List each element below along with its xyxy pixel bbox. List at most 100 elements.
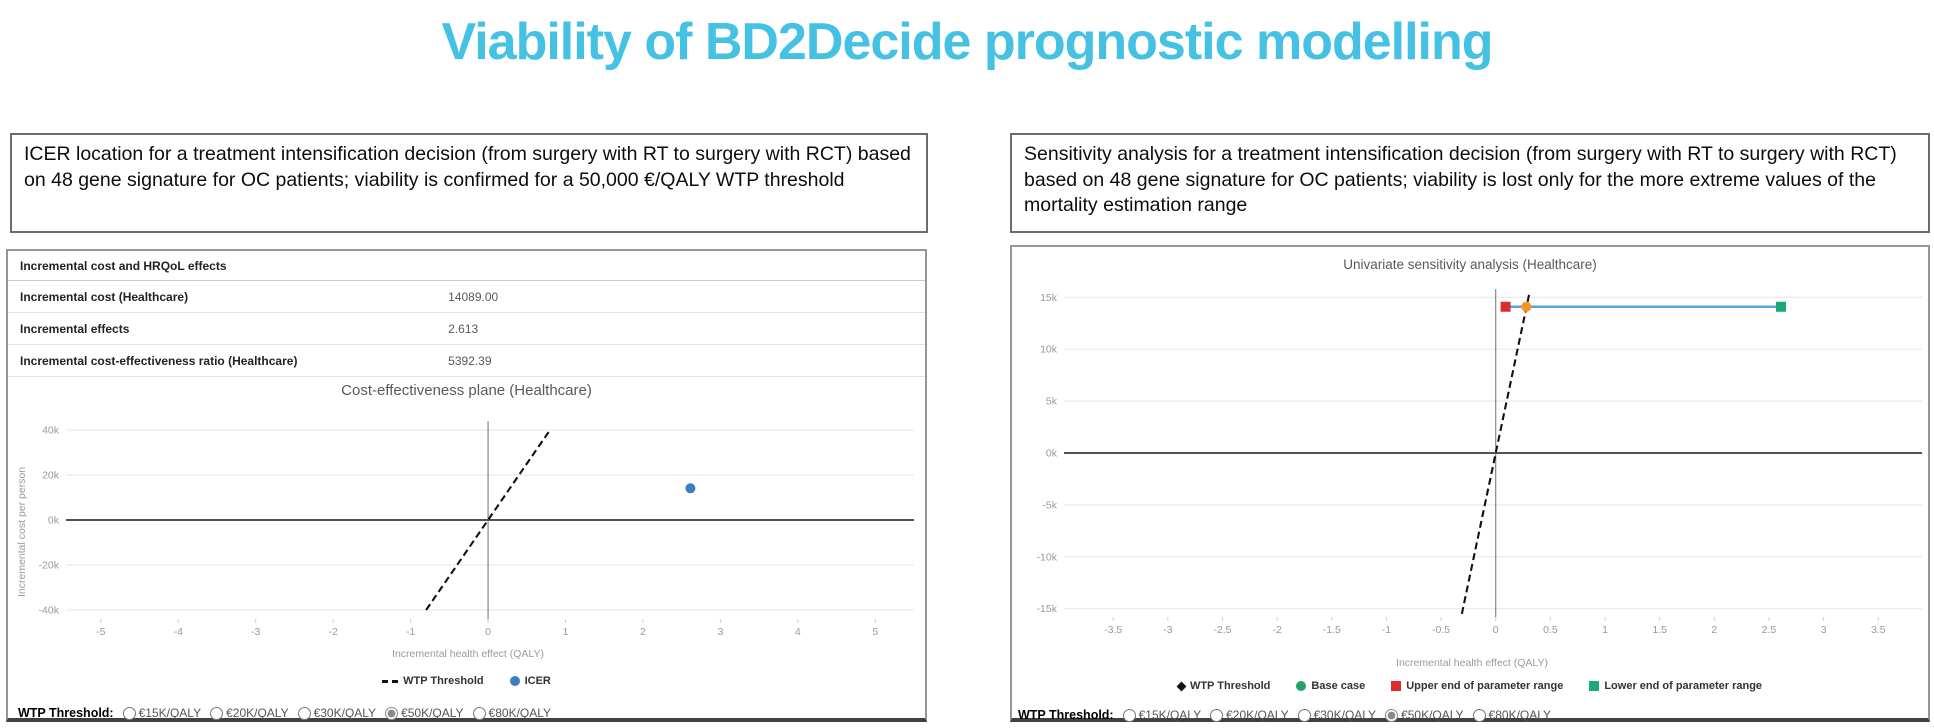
svg-text:4: 4 [795, 626, 801, 638]
base-case-marker[interactable] [1521, 301, 1532, 312]
svg-text:3.5: 3.5 [1871, 624, 1886, 636]
svg-text:0: 0 [1493, 624, 1499, 636]
svg-text:1: 1 [563, 626, 569, 638]
wtp-option-30k[interactable]: €30K/QALY [1297, 708, 1377, 722]
wtp-option-15k[interactable]: €15K/QALY [122, 706, 202, 720]
svg-text:-2: -2 [1272, 624, 1281, 636]
table-row: Incremental cost (Healthcare) 14089.00 [8, 281, 925, 313]
svg-text:-20k: -20k [39, 560, 60, 572]
wtp-option-30k[interactable]: €30K/QALY [297, 706, 377, 720]
wtp-option-label: €50K/QALY [1401, 708, 1464, 722]
svg-text:1.5: 1.5 [1652, 624, 1667, 636]
legend-label: ICER [524, 675, 551, 687]
circle-icon [1296, 681, 1307, 691]
legend-item[interactable]: ICER [509, 675, 551, 687]
legend-label: WTP Threshold [403, 675, 484, 687]
svg-text:2: 2 [640, 626, 646, 638]
svg-text:0k: 0k [1046, 448, 1058, 460]
svg-text:-15k: -15k [1037, 603, 1058, 615]
page-title: Viability of BD2Decide prognostic modell… [441, 13, 1493, 71]
wtp-threshold-label: WTP Threshold: [18, 706, 114, 720]
wtp-option-label: €30K/QALY [313, 706, 377, 720]
svg-text:10k: 10k [1040, 344, 1058, 356]
svg-text:-1: -1 [406, 626, 415, 638]
wtp-radio[interactable] [210, 706, 224, 720]
svg-text:3: 3 [1821, 624, 1827, 636]
wtp-option-label: €15K/QALY [138, 706, 202, 720]
wtp-option-15k[interactable]: €15K/QALY [1122, 708, 1202, 722]
svg-text:0k: 0k [48, 515, 60, 527]
wtp-option-label: €80K/QALY [1488, 708, 1552, 722]
svg-text:20k: 20k [42, 470, 60, 482]
wtp-threshold-selector: WTP Threshold: €15K/QALY €20K/QALY €30K/QA… [18, 706, 551, 720]
wtp-option-20k[interactable]: €20K/QALY [210, 706, 289, 720]
table-header: Incremental cost and HRQoL effects [8, 251, 925, 281]
wtp-option-label: €20K/QALY [1226, 708, 1289, 722]
left-caption: ICER location for a treatment intensific… [10, 133, 928, 233]
x-axis-label: Incremental health effect (QALY) [1396, 657, 1548, 669]
svg-text:-2: -2 [329, 626, 338, 638]
legend-item[interactable]: Upper end of parameter range [1391, 680, 1563, 692]
svg-text:0.5: 0.5 [1543, 624, 1558, 636]
svg-text:5k: 5k [1046, 396, 1058, 408]
wtp-option-label: €80K/QALY [488, 706, 552, 720]
dash-icon [382, 679, 399, 683]
chart-legend: WTP Threshold ICER [8, 675, 925, 687]
cost-effectiveness-chart[interactable]: -40k -20k 0k 20k 40k -5 -4 -3 -2 -1 0 1 2 3 4 5 [14, 409, 922, 661]
svg-text:3: 3 [717, 626, 723, 638]
svg-text:-3: -3 [251, 626, 260, 638]
svg-text:15k: 15k [1040, 292, 1058, 304]
sensitivity-panel: Univariate sensitivity analysis (Healthc… [1010, 245, 1930, 722]
ICER-marker[interactable] [685, 483, 696, 494]
svg-text:-4: -4 [174, 626, 183, 638]
row-label: Incremental cost (Healthcare) [20, 290, 189, 304]
x-axis-label: Incremental health effect (QALY) [392, 648, 544, 660]
wtp-option-80k[interactable]: €80K/QALY [1472, 708, 1552, 722]
sensitivity-chart[interactable]: -15k -10k -5k 0k 5k 10k 15k -3.5 -3 -2.5 -2 -1.5 -1 -… [1016, 279, 1928, 651]
right-caption: Sensitivity analysis for a treatment int… [1010, 133, 1930, 233]
svg-text:-0.5: -0.5 [1432, 624, 1450, 636]
wtp-option-50k[interactable]: €50K/QALY [1385, 708, 1464, 722]
wtp-option-label: €15K/QALY [1138, 708, 1202, 722]
row-label: Incremental effects [20, 322, 130, 336]
wtp-radio[interactable] [1297, 708, 1311, 722]
svg-text:-2.5: -2.5 [1213, 624, 1231, 636]
table-row: Incremental cost-effectiveness ratio (He… [8, 345, 925, 377]
diamond-icon [1176, 681, 1187, 691]
svg-text:-3.5: -3.5 [1104, 624, 1122, 636]
legend-item[interactable]: Lower end of parameter range [1589, 680, 1762, 692]
wtp-radio[interactable] [385, 706, 399, 720]
wtp-option-80k[interactable]: €80K/QALY [472, 706, 552, 720]
upper-end-of-parameter-range-marker[interactable] [1500, 301, 1511, 312]
wtp-radio[interactable] [1210, 708, 1224, 722]
legend-item[interactable]: WTP Threshold [382, 675, 484, 687]
svg-text:-40k: -40k [39, 605, 60, 617]
svg-text:40k: 40k [42, 425, 60, 437]
wtp-threshold-selector: WTP Threshold: €15K/QALY €20K/QALY €30K/QA… [1018, 708, 1551, 722]
svg-text:-1.5: -1.5 [1323, 624, 1341, 636]
wtp-radio[interactable] [122, 706, 136, 720]
wtp-radio[interactable] [472, 706, 486, 720]
row-value: 14089.00 [448, 290, 499, 304]
legend-item[interactable]: WTP Threshold [1176, 680, 1270, 692]
wtp-option-label: €30K/QALY [1313, 708, 1377, 722]
wtp-radio[interactable] [1472, 708, 1486, 722]
table-row: Incremental effects 2.613 [8, 313, 925, 345]
wtp-option-20k[interactable]: €20K/QALY [1210, 708, 1289, 722]
svg-text:5: 5 [872, 626, 878, 638]
legend-item[interactable]: Base case [1296, 680, 1365, 692]
wtp-radio[interactable] [1122, 708, 1136, 722]
wtp-radio[interactable] [297, 706, 311, 720]
legend-label: Lower end of parameter range [1604, 680, 1763, 692]
icer-panel: Incremental cost and HRQoL effects Incre… [6, 249, 927, 722]
chart-title: Univariate sensitivity analysis (Healthc… [1343, 257, 1597, 272]
svg-text:-1: -1 [1382, 624, 1391, 636]
wtp-option-50k[interactable]: €50K/QALY [385, 706, 464, 720]
lower-end-of-parameter-range-marker[interactable] [1776, 301, 1787, 312]
legend-label: Upper end of parameter range [1406, 680, 1564, 692]
svg-text:0: 0 [485, 626, 491, 638]
wtp-radio[interactable] [1385, 708, 1399, 722]
svg-text:2: 2 [1711, 624, 1717, 636]
svg-text:-3: -3 [1163, 624, 1172, 636]
